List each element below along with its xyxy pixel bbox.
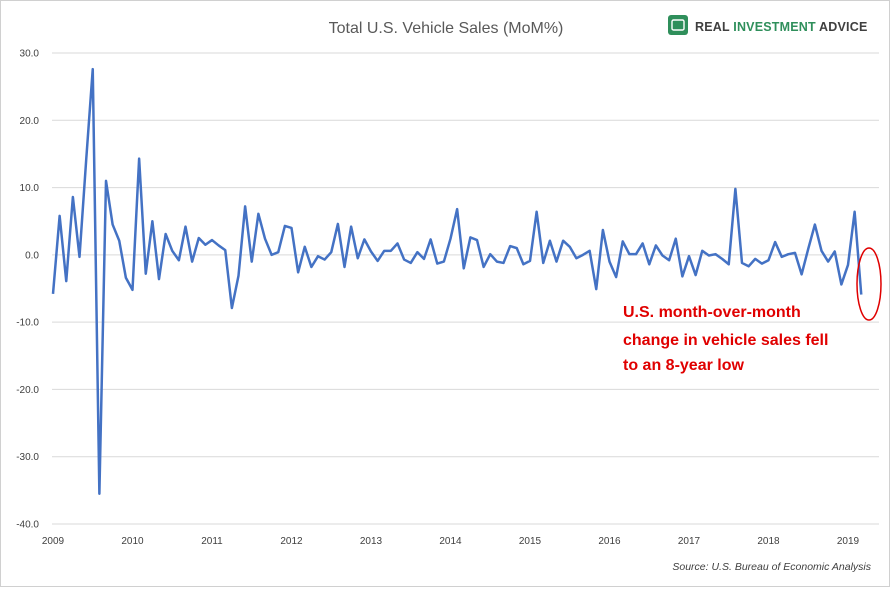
annotation-highlight-ellipse xyxy=(856,247,882,321)
x-tick-label: 2018 xyxy=(757,536,780,547)
logo-text-part2: INVESTMENT xyxy=(733,20,816,34)
y-tick-label: 0.0 xyxy=(25,250,39,261)
series-line xyxy=(51,67,863,495)
x-tick-label: 2012 xyxy=(280,536,303,547)
x-tick-label: 2015 xyxy=(519,536,542,547)
y-axis: 30.0 20.0 10.0 0.0 -10.0 -20.0 -30.0 -40.0 xyxy=(16,49,39,531)
logo-mark-icon xyxy=(668,15,688,35)
y-tick-label: 30.0 xyxy=(20,49,40,60)
y-tick-label: 10.0 xyxy=(20,183,40,194)
annotation-line-2: change in vehicle sales fell xyxy=(623,332,828,349)
chart-title: Total U.S. Vehicle Sales (MoM%) xyxy=(329,20,564,37)
x-tick-label: 2011 xyxy=(201,536,223,547)
annotation-line-3: to an 8-year low xyxy=(623,357,744,374)
annotation: U.S. month-over-month change in vehicle … xyxy=(623,247,882,374)
x-tick-label: 2019 xyxy=(837,536,860,547)
x-tick-label: 2009 xyxy=(42,536,65,547)
x-tick-label: 2016 xyxy=(598,536,621,547)
x-tick-label: 2017 xyxy=(678,536,701,547)
y-tick-label: -30.0 xyxy=(16,452,39,463)
logo-text-part1: REAL xyxy=(695,20,733,34)
source-note: Source: U.S. Bureau of Economic Analysis xyxy=(672,561,871,573)
y-tick-label: -20.0 xyxy=(16,385,39,396)
x-tick-label: 2010 xyxy=(121,536,144,547)
x-axis: 2009 2010 2011 2012 2013 2014 2015 2016 2017 2018… xyxy=(42,536,860,547)
series xyxy=(51,67,863,495)
y-tick-label: -10.0 xyxy=(16,318,39,329)
x-tick-label: 2013 xyxy=(360,536,383,547)
logo-text: REAL INVESTMENT ADVICE xyxy=(695,20,867,34)
x-tick-label: 2014 xyxy=(439,536,462,547)
y-tick-label: -40.0 xyxy=(16,520,39,531)
logo-text-part3: ADVICE xyxy=(816,20,868,34)
gridlines xyxy=(52,52,879,525)
logo-mark-inner xyxy=(671,19,685,31)
annotation-line-1: U.S. month-over-month xyxy=(623,304,801,321)
logo: REAL INVESTMENT ADVICE xyxy=(668,15,867,35)
y-tick-label: 20.0 xyxy=(20,116,40,127)
